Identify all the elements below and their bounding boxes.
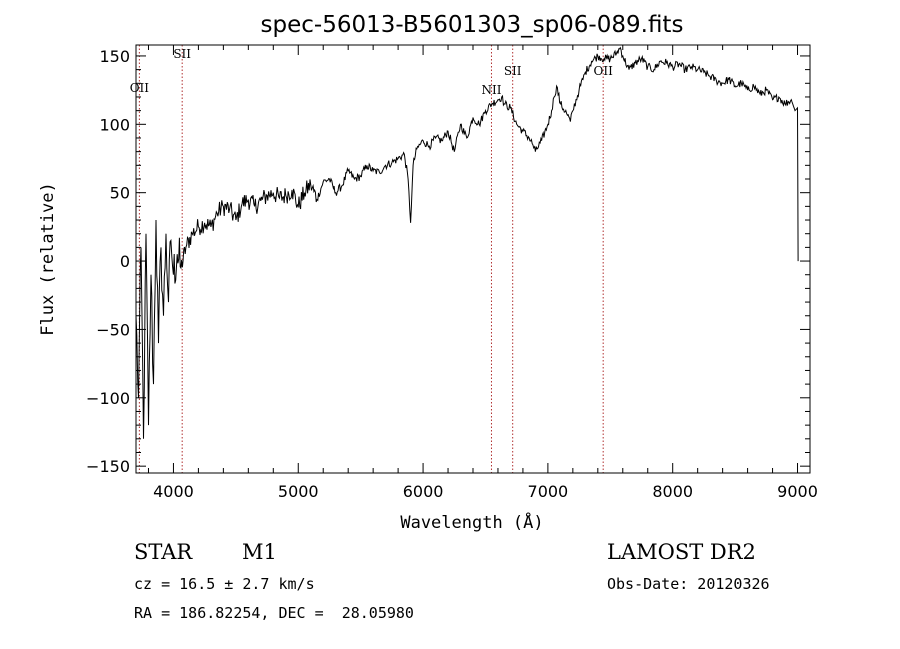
emission-line-label: SII	[173, 47, 191, 61]
survey-name: LAMOST DR2	[607, 540, 756, 564]
x-tick-label: 6000	[403, 482, 444, 501]
chart-title: spec-56013-B5601303_sp06-089.fits	[261, 12, 684, 38]
x-tick-label: 4000	[153, 482, 194, 501]
x-tick-label: 7000	[528, 482, 569, 501]
x-tick-label: 5000	[278, 482, 319, 501]
plot-frame	[135, 44, 811, 474]
y-tick-label: −100	[86, 389, 130, 408]
emission-line-label: OII	[594, 64, 614, 78]
object-subclass: M1	[242, 540, 277, 564]
x-tick-label: 8000	[652, 482, 693, 501]
y-tick-label: 0	[120, 252, 130, 271]
y-tick-label: 150	[99, 47, 130, 66]
x-axis-ticks: 4000 5000 6000 7000 8000 9000	[147, 45, 818, 501]
object-class: STAR	[134, 540, 193, 564]
y-tick-label: −150	[86, 457, 130, 476]
y-axis-ticks: −150 −100 −50 0 50 100 150	[86, 47, 810, 476]
emission-line-label: NII	[481, 83, 501, 97]
obs-date: Obs-Date: 20120326	[607, 575, 770, 593]
y-tick-label: 50	[110, 184, 130, 203]
ra-dec-line: RA = 186.82254, DEC = 28.05980	[134, 604, 414, 622]
y-tick-label: −50	[96, 320, 130, 339]
y-tick-label: 100	[99, 115, 130, 134]
x-axis-label: Wavelength (Å)	[400, 511, 543, 533]
spectrum-line	[135, 46, 799, 439]
redshift-line: cz = 16.5 ± 2.7 km/s	[134, 575, 315, 593]
emission-line-label: OII	[130, 81, 150, 95]
x-tick-label: 9000	[777, 482, 818, 501]
emission-line-label: SII	[504, 64, 522, 78]
y-axis-label: Flux (relative)	[38, 182, 58, 336]
